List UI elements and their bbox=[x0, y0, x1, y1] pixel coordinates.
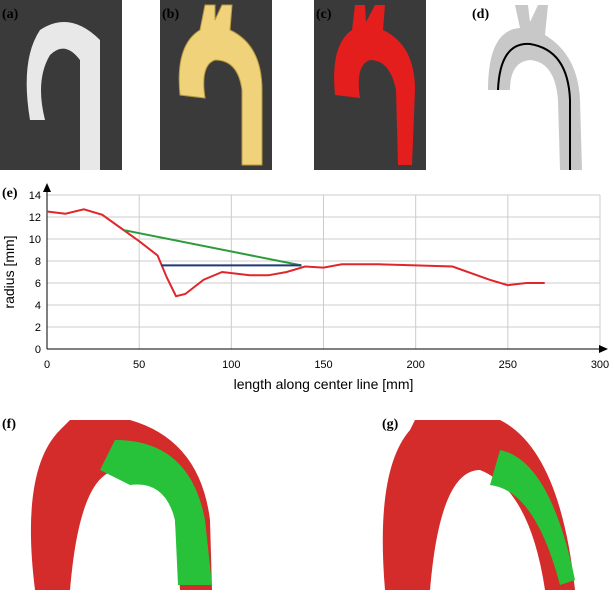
y-tick-label: 14 bbox=[29, 190, 41, 202]
panel-label: (a) bbox=[2, 7, 19, 22]
center-line bbox=[497, 42, 571, 170]
y-axis-label: radius [mm] bbox=[1, 235, 17, 308]
x-tick-label: 200 bbox=[406, 359, 424, 371]
line bbox=[124, 229, 302, 267]
y-tick-label: 6 bbox=[35, 278, 41, 290]
aorta-segment bbox=[100, 440, 212, 585]
x-tick-label: 0 bbox=[44, 359, 50, 371]
panel-label: (c) bbox=[316, 7, 332, 22]
arrow bbox=[599, 345, 608, 353]
x-tick-label: 250 bbox=[499, 359, 517, 371]
x-tick-label: 150 bbox=[314, 359, 332, 371]
x-tick-label: 100 bbox=[222, 359, 240, 371]
arrow bbox=[43, 183, 51, 192]
aorta-outline bbox=[488, 5, 582, 170]
x-tick-label: 300 bbox=[591, 359, 609, 371]
y-tick-label: 12 bbox=[29, 212, 41, 224]
panel-label: (b) bbox=[162, 7, 179, 22]
y-tick-label: 10 bbox=[29, 234, 41, 246]
panel-label: (d) bbox=[472, 7, 489, 22]
panel-label: (g) bbox=[382, 417, 399, 432]
aorta-model bbox=[334, 5, 415, 165]
panel-label: (e) bbox=[2, 186, 18, 201]
aorta-shape bbox=[26, 22, 101, 170]
y-tick-label: 2 bbox=[35, 322, 41, 334]
y-tick-label: 4 bbox=[35, 300, 41, 312]
x-axis-label: length along center line [mm] bbox=[234, 376, 414, 392]
y-tick-label: 0 bbox=[35, 344, 41, 356]
x-tick-label: 50 bbox=[133, 359, 145, 371]
aorta-segment bbox=[490, 450, 575, 585]
y-tick-label: 8 bbox=[35, 256, 41, 268]
line bbox=[46, 208, 545, 298]
aorta-model bbox=[178, 4, 263, 166]
aorta-model bbox=[382, 420, 575, 590]
panel-label: (f) bbox=[2, 417, 16, 432]
